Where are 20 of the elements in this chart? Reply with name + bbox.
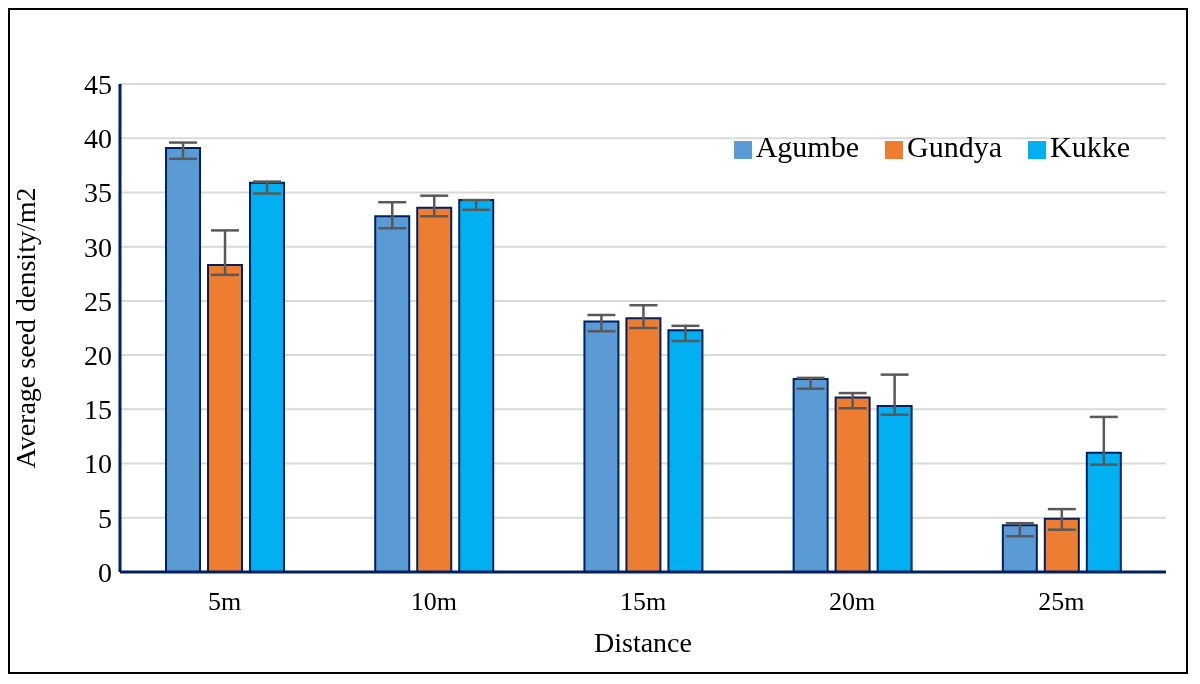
y-tick-label: 45 (84, 68, 112, 100)
y-tick-label: 25 (84, 285, 112, 317)
legend-label: Kukke (1050, 130, 1130, 163)
x-tick-label: 10m (410, 587, 457, 617)
x-axis-title: Distance (594, 627, 692, 658)
y-tick-label: 15 (84, 394, 112, 426)
x-tick-label: 15m (619, 587, 667, 617)
legend-label: Agumbe (755, 130, 860, 163)
x-tick-label: 20m (829, 587, 876, 617)
x-tick-label: 5m (207, 587, 242, 617)
y-tick-label: 5 (98, 502, 112, 534)
y-tick-label: 0 (98, 556, 112, 588)
y-tick-label: 10 (84, 448, 112, 480)
y-axis-title: Average seed density/m2 (9, 187, 41, 469)
y-tick-label: 20 (84, 340, 112, 372)
x-tick-label: 25m (1038, 587, 1085, 617)
y-tick-label: 30 (84, 231, 112, 263)
y-tick-label: 40 (84, 123, 112, 155)
legend-label: Gundya (907, 130, 1003, 163)
y-tick-label: 35 (84, 177, 112, 209)
